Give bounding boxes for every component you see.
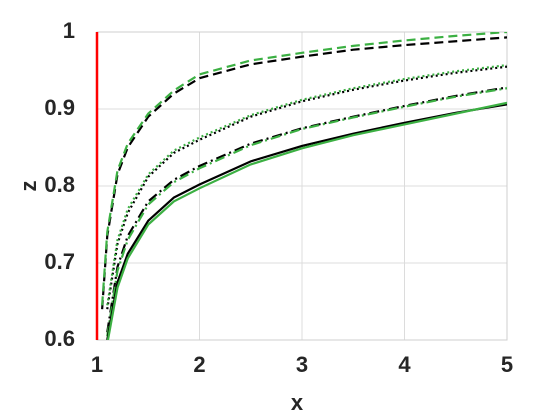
x-tick-label: 4 (398, 352, 411, 377)
series-line (106, 101, 507, 340)
y-tick-label: 0.8 (44, 172, 75, 197)
x-tick-label: 1 (91, 352, 103, 377)
x-axis-label: x (291, 390, 304, 415)
y-tick-label: 0.7 (44, 249, 75, 274)
y-tick-label: 0.9 (44, 95, 75, 120)
series-line (101, 36, 507, 310)
series-line (106, 103, 507, 340)
x-tick-label: 2 (193, 352, 205, 377)
y-tick-label: 1 (63, 18, 75, 43)
y-tick-label: 0.6 (44, 326, 75, 351)
series-line (106, 87, 507, 337)
x-tick-label: 3 (296, 352, 308, 377)
y-axis-label: z (16, 181, 41, 192)
series-line (106, 64, 507, 306)
x-tick-label: 5 (501, 352, 513, 377)
